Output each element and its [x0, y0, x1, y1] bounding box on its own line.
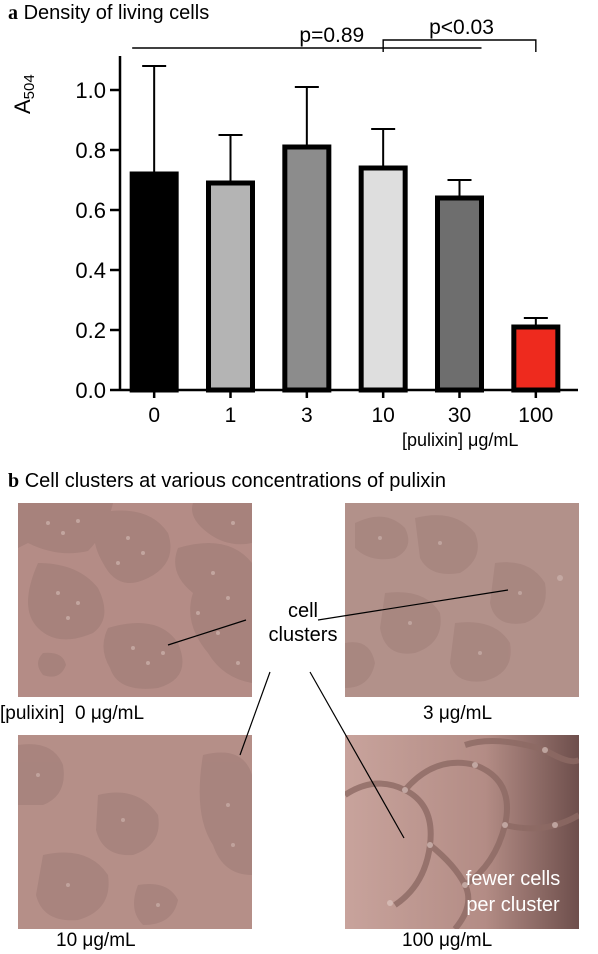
y-tick-label-0.2: 0.2 [75, 318, 106, 343]
panel-b-title: Cell clusters at various concentrations … [24, 470, 446, 492]
x-tick-label-1: 1 [225, 404, 237, 427]
chart-axes: 0 1 3 10 30 100 0.0 0.2 0.4 0.6 0.8 1.0 [75, 56, 578, 427]
p-value-label-2: p<0.03 [429, 16, 494, 39]
micrograph-100-background [345, 735, 579, 929]
panel-a-title: Density of living cells [23, 2, 210, 24]
fewer-cells-label-line1: fewer cells [465, 868, 561, 890]
micrograph-3-image [345, 503, 579, 697]
pointer-line-0 [167, 619, 247, 646]
panel-a-heading: a Density of living cells [8, 2, 209, 25]
y-tick-label-1.0: 1.0 [75, 78, 106, 103]
micrograph-3 [345, 503, 579, 697]
caption-0-prefix: [pulixin] [0, 703, 65, 724]
micrograph-100-image [345, 735, 579, 929]
chart-bars [129, 144, 561, 393]
bar-100 [511, 324, 561, 393]
x-tick-label-10: 10 [371, 404, 394, 427]
p-value-label-1: p=0.89 [299, 24, 364, 47]
cell-clusters-label: cell clusters [244, 599, 362, 647]
bracket-p003 [382, 39, 537, 52]
pointer-line-10 [239, 671, 271, 756]
caption-0-value: 0 μg/mL [74, 703, 145, 724]
pointer-line-100 [309, 671, 405, 839]
pointer-line-3 [317, 589, 509, 621]
panel-b-letter: b [8, 470, 20, 492]
caption-3: 3 μg/mL [423, 703, 493, 724]
micrograph-10 [18, 735, 252, 929]
chart-error-bars [142, 65, 548, 327]
micrograph-10-image [18, 735, 252, 929]
caption-0: [pulixin] 0 μg/mL [0, 703, 144, 725]
micrograph-0 [18, 503, 252, 697]
x-tick-label-100: 100 [518, 404, 553, 427]
cell-clusters-label-line2: clusters [268, 624, 338, 646]
panel-a-letter: a [8, 2, 18, 24]
y-tick-label-0.6: 0.6 [75, 198, 106, 223]
significance-brackets: p=0.89 p<0.03 [132, 16, 537, 52]
x-tick-label-30: 30 [448, 404, 471, 427]
bar-3 [282, 144, 332, 393]
panel-b-heading: b Cell clusters at various concentration… [8, 470, 446, 493]
caption-10: 10 μg/mL [56, 930, 136, 951]
cell-clusters-label-line1: cell [287, 600, 318, 622]
x-axis-label: [pulixin] μg/mL [402, 430, 519, 450]
fewer-cells-label-line2: per cluster [466, 894, 560, 916]
fewer-cells-label: fewer cells per cluster [448, 866, 578, 918]
y-tick-label-0.8: 0.8 [75, 138, 106, 163]
x-tick-label-3: 3 [301, 404, 313, 427]
x-tick-label-0: 0 [148, 404, 160, 427]
y-tick-label-0.0: 0.0 [75, 378, 106, 403]
bar-10 [358, 165, 408, 393]
y-tick-label-0.4: 0.4 [75, 258, 106, 283]
caption-100: 100 μg/mL [402, 930, 493, 951]
micrograph-0-image [18, 503, 252, 697]
bar-chart: 0 1 3 10 30 100 0.0 0.2 0.4 0.6 0.8 1.0 p=0.89 p<0.0… [75, 16, 578, 427]
micrograph-100 [345, 735, 579, 929]
